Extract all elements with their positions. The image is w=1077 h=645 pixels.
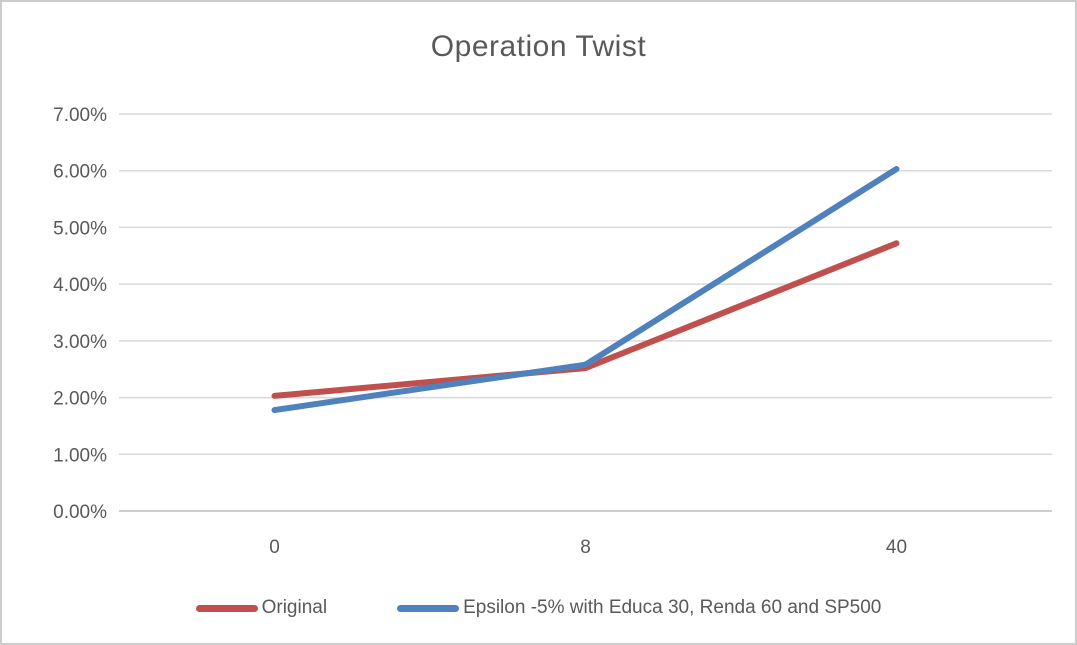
y-axis-tick-label: 2.00%	[53, 389, 107, 410]
chart-title: Operation Twist	[430, 30, 647, 63]
y-axis-tick-label: 7.00%	[53, 105, 107, 126]
series-line-0	[271, 240, 900, 399]
y-axis-tick-label: 0.00%	[53, 502, 107, 523]
x-axis-tick-label: 0	[269, 537, 280, 558]
y-axis-tick-label: 1.00%	[53, 445, 107, 466]
y-axis-tick-label: 5.00%	[53, 218, 107, 239]
y-axis-tick-label: 6.00%	[53, 162, 107, 183]
y-axis-tick-label: 3.00%	[53, 332, 107, 353]
x-axis-tick-label: 40	[886, 537, 907, 558]
legend-item-epsilon: Epsilon -5% with Educa 30, Renda 60 and …	[397, 597, 881, 619]
legend-swatch-epsilon	[397, 604, 460, 612]
y-axis-tick-label: 4.00%	[53, 275, 107, 296]
chart-legend: Original Epsilon -5% with Educa 30, Rend…	[2, 597, 1075, 619]
legend-label-epsilon: Epsilon -5% with Educa 30, Renda 60 and …	[463, 597, 882, 618]
x-axis-tick-label: 8	[580, 537, 591, 558]
series-line-1	[271, 166, 900, 414]
legend-label-original: Original	[261, 597, 328, 618]
legend-swatch-original	[195, 604, 258, 612]
legend-item-original: Original	[195, 597, 328, 619]
